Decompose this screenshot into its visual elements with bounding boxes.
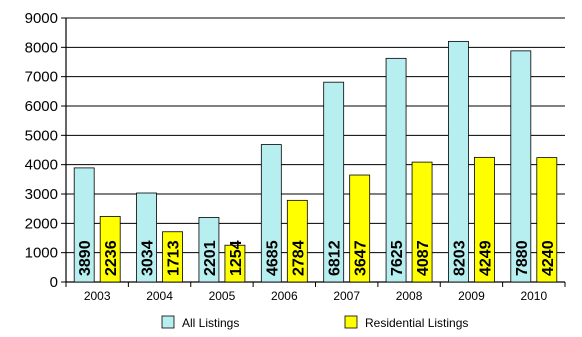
- bar-residential-listings: [162, 231, 183, 283]
- bar-residential-listings: [224, 244, 246, 283]
- bar-all-listings: [260, 144, 282, 283]
- y-tick-label: 5000: [25, 127, 58, 144]
- legend-label-all-listings: All Listings: [182, 316, 239, 330]
- bar-data-label: 4249: [477, 240, 494, 276]
- bar-data-label: 2201: [202, 240, 219, 276]
- bar-all-listings: [385, 57, 407, 283]
- x-tick-label: 2004: [146, 289, 173, 303]
- legend-swatch-residential-listings: [344, 315, 358, 329]
- bar-all-listings: [323, 81, 345, 283]
- bar-residential-listings: [474, 156, 495, 283]
- bar-data-label: 1254: [228, 240, 245, 276]
- y-tick-label: 7000: [25, 69, 58, 86]
- bar-data-label: 7880: [514, 240, 531, 276]
- bar-data-label: 4685: [264, 240, 281, 276]
- bar-data-label: 7625: [389, 240, 406, 276]
- bar-residential-listings: [349, 174, 371, 283]
- bar-data-label: 3647: [353, 240, 370, 276]
- y-tick-label: 8000: [25, 39, 58, 56]
- bar-data-label: 2784: [290, 240, 307, 276]
- bar-all-listings: [448, 40, 469, 283]
- bar-residential-listings: [286, 199, 308, 283]
- bar-data-label: 6812: [327, 240, 344, 276]
- bar-data-label: 1713: [166, 240, 183, 276]
- bar-data-label: 8203: [451, 240, 468, 276]
- legend-swatch-all-listings: [161, 315, 175, 329]
- bar-all-listings: [198, 217, 220, 283]
- x-tick-label: 2010: [520, 289, 547, 303]
- legend-label-residential-listings: Residential Listings: [365, 316, 468, 330]
- bar-data-label: 3034: [140, 240, 157, 276]
- bar-residential-listings: [536, 157, 558, 283]
- x-tick-label: 2005: [209, 289, 236, 303]
- x-tick-label: 2009: [458, 289, 485, 303]
- y-tick-label: 3000: [25, 186, 58, 203]
- bar-all-listings: [73, 167, 95, 283]
- bar-data-label: 4087: [415, 240, 432, 276]
- x-tick-label: 2003: [84, 289, 111, 303]
- x-tick-label: 2006: [271, 289, 298, 303]
- y-tick-label: 2000: [25, 215, 58, 232]
- bar-data-label: 2236: [103, 240, 120, 276]
- bar-residential-listings: [411, 161, 433, 283]
- x-tick-label: 2007: [333, 289, 360, 303]
- y-tick-label: 9000: [25, 10, 58, 27]
- y-tick-label: 4000: [25, 157, 58, 174]
- bar-data-label: 3890: [77, 240, 94, 276]
- bar-all-listings: [136, 192, 157, 283]
- bar-data-label: 4240: [540, 240, 557, 276]
- y-tick-label: 0: [50, 274, 58, 291]
- x-tick-label: 2008: [396, 289, 423, 303]
- bar-all-listings: [510, 50, 532, 283]
- y-tick-label: 6000: [25, 98, 58, 115]
- bar-residential-listings: [99, 216, 121, 283]
- y-tick-label: 1000: [25, 245, 58, 262]
